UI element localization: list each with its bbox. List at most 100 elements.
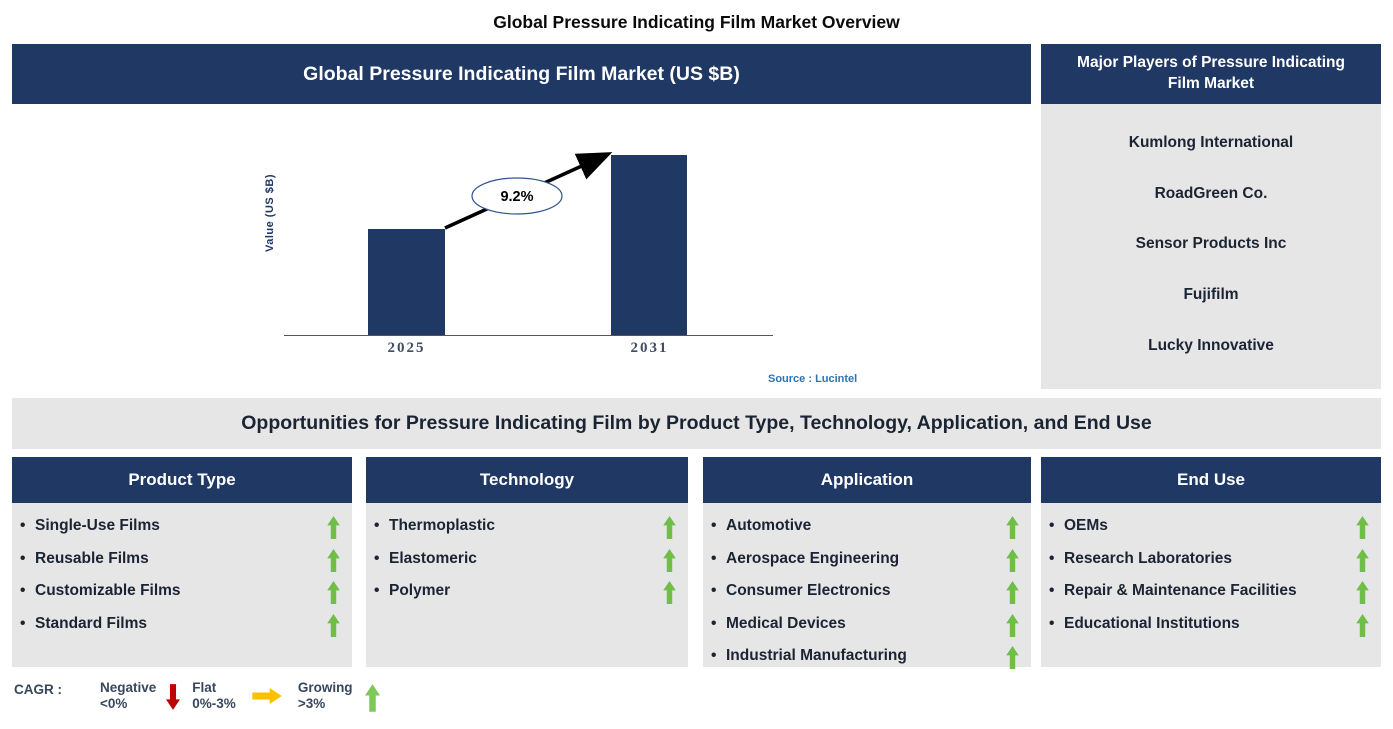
player-item: Lucky Innovative <box>1148 336 1274 354</box>
bullet-icon <box>20 608 35 641</box>
column-end-use-list: OEMs Research Laboratories Repair & Ma <box>1041 503 1381 667</box>
bullet-icon <box>711 608 726 641</box>
list-item-label: Elastomeric <box>389 549 477 567</box>
list-item-label: Medical Devices <box>726 614 846 632</box>
bullet-icon <box>374 575 389 608</box>
legend-entry-negative: Negative <0% <box>100 680 192 714</box>
column-technology: Technology Thermoplastic Elastomeric <box>366 457 688 667</box>
trend-up-icon <box>663 516 676 539</box>
list-item-label: Consumer Electronics <box>726 582 891 599</box>
bar-2031 <box>611 155 687 335</box>
trend-up-icon <box>663 581 676 604</box>
list-item: Repair & Maintenance Facilities <box>1049 575 1369 608</box>
legend-negative-label: Negative <box>100 680 157 695</box>
list-item-label: Industrial Manufacturing <box>726 647 907 664</box>
trend-up-icon <box>364 680 380 716</box>
column-end-use-header: End Use <box>1041 457 1381 503</box>
list-item-label: Standard Films <box>35 614 147 632</box>
player-item: Kumlong International <box>1128 134 1294 152</box>
bullet-icon <box>711 640 726 673</box>
trend-up-icon <box>1356 581 1369 604</box>
bullet-icon <box>1049 543 1064 576</box>
bullet-icon <box>20 543 35 576</box>
source-note: Source : Lucintel <box>768 373 858 385</box>
growth-label-ellipse <box>471 177 563 215</box>
list-item: Customizable Films <box>20 575 340 608</box>
list-item: Medical Devices <box>711 608 1019 641</box>
column-application-header: Application <box>703 457 1031 503</box>
trend-up-icon <box>1356 516 1369 539</box>
list-item: Standard Films <box>20 608 340 641</box>
legend-flat-range: 0%-3% <box>192 696 236 712</box>
x-tick-2031: 2031 <box>630 340 669 356</box>
cagr-legend: CAGR : Negative <0% Flat 0%-3% Growing >… <box>14 680 380 716</box>
list-item: Research Laboratories <box>1049 543 1369 576</box>
column-application-list: Automotive Aerospace Engineering Consu <box>703 503 1031 669</box>
column-technology-header: Technology <box>366 457 688 503</box>
player-item: RoadGreen Co. <box>1154 184 1268 202</box>
list-item: Polymer <box>374 575 676 608</box>
trend-up-icon <box>1356 613 1369 637</box>
column-technology-list: Thermoplastic Elastomeric Polymer <box>366 503 688 667</box>
column-application: Application Automotive Aerospace Enginee… <box>703 457 1031 669</box>
trend-up-icon <box>327 548 340 572</box>
bullet-icon <box>1049 608 1064 641</box>
trend-up-icon <box>327 613 340 637</box>
list-item: Single-Use Films <box>20 510 340 543</box>
player-item: Sensor Products Inc <box>1135 235 1287 253</box>
list-item-label: Thermoplastic <box>389 517 495 534</box>
legend-growing-label: Growing <box>297 680 353 695</box>
list-item-label: Customizable Films <box>35 582 181 599</box>
list-item-label: Single-Use Films <box>35 517 160 534</box>
list-item-label: OEMs <box>1064 517 1108 534</box>
list-item-label: Educational Institutions <box>1064 614 1240 632</box>
legend-flat-label: Flat <box>192 680 217 695</box>
major-players-list: Kumlong International RoadGreen Co. Sens… <box>1041 104 1381 389</box>
list-item: Automotive <box>711 510 1019 543</box>
bullet-icon <box>374 543 389 576</box>
list-item: Industrial Manufacturing <box>711 640 1019 673</box>
bullet-icon <box>711 575 726 608</box>
major-players-panel: Major Players of Pressure Indicating Fil… <box>1041 44 1381 389</box>
list-item-label: Aerospace Engineering <box>726 549 900 567</box>
growth-label: 9.2% <box>500 189 533 205</box>
trend-up-icon <box>327 516 340 539</box>
legend-growing-range: >3% <box>297 696 326 712</box>
list-item: Thermoplastic <box>374 510 676 543</box>
list-item-label: Repair & Maintenance Facilities <box>1064 582 1297 599</box>
trend-up-icon <box>1006 516 1019 539</box>
x-tick-2025: 2025 <box>387 340 426 356</box>
opportunities-band: Opportunities for Pressure Indicating Fi… <box>12 398 1381 449</box>
list-item-label: Reusable Films <box>35 549 149 567</box>
trend-up-icon <box>1006 646 1019 669</box>
trend-up-icon <box>1356 548 1369 572</box>
trend-flat-icon <box>250 688 284 704</box>
bullet-icon <box>374 510 389 543</box>
list-item-label: Automotive <box>726 517 812 534</box>
growth-arrow-annotation: 9.2% <box>444 152 613 230</box>
column-end-use: End Use OEMs Research Laboratories <box>1041 457 1381 667</box>
chart-panel-header: Global Pressure Indicating Film Market (… <box>12 44 1031 104</box>
bullet-icon <box>20 575 35 608</box>
bullet-icon <box>1049 575 1064 608</box>
trend-up-icon <box>1006 548 1019 572</box>
list-item: Educational Institutions <box>1049 608 1369 641</box>
list-item: Aerospace Engineering <box>711 543 1019 576</box>
list-item-label: Polymer <box>389 582 451 599</box>
bar-2025 <box>368 229 445 335</box>
bullet-icon <box>711 543 726 576</box>
trend-up-icon <box>1006 613 1019 637</box>
major-players-header: Major Players of Pressure Indicating Fil… <box>1041 44 1381 104</box>
list-item: Consumer Electronics <box>711 575 1019 608</box>
player-item: Fujifilm <box>1183 286 1239 304</box>
x-axis-line <box>284 335 773 336</box>
list-item-label: Research Laboratories <box>1064 549 1232 567</box>
list-item: Elastomeric <box>374 543 676 576</box>
list-item: OEMs <box>1049 510 1369 543</box>
list-item: Reusable Films <box>20 543 340 576</box>
bar-chart: Value (US $B) 9.2% 2025 2031 <box>250 120 810 360</box>
column-product-type-header: Product Type <box>12 457 352 503</box>
legend-entry-growing: Growing >3% <box>298 680 380 716</box>
legend-negative-range: <0% <box>100 696 128 712</box>
